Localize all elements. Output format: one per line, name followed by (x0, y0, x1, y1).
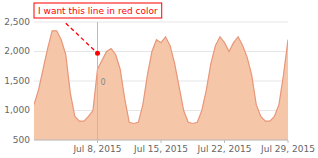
annotation-box: I want this line in red color (34, 3, 162, 18)
grid (34, 22, 288, 140)
chart: 500 1,000 1,500 2,000 2,500 Jul 8, 2015 Jul 15… (0, 0, 318, 158)
x-tick (97, 140, 98, 143)
annotation-marker (95, 51, 100, 56)
x-tick (224, 140, 225, 143)
x-tick-label: Jul 29, 2015 (260, 144, 315, 154)
x-tick-label: Jul 22, 2015 (197, 144, 252, 154)
grid-line (34, 22, 288, 23)
annotation-line (66, 23, 98, 53)
line (34, 31, 288, 124)
y-tick-label: 500 (13, 135, 30, 145)
vline-label: 0 (101, 78, 106, 87)
annotation-frame (34, 3, 162, 18)
x-tick (288, 140, 289, 143)
x-tick-label: Jul 15, 2015 (133, 144, 188, 154)
y-tick-label: 1,000 (4, 105, 30, 115)
area (34, 31, 288, 140)
y-tick-label: 2,000 (4, 46, 30, 56)
x-tick (161, 140, 162, 143)
y-tick-label: 1,500 (4, 76, 30, 86)
plot-area (34, 22, 288, 140)
x-tick-label: Jul 8, 2015 (72, 144, 121, 154)
vline (97, 22, 98, 140)
y-tick-label: 2,500 (4, 17, 30, 27)
annotation-text: I want this line in red color (38, 6, 158, 16)
